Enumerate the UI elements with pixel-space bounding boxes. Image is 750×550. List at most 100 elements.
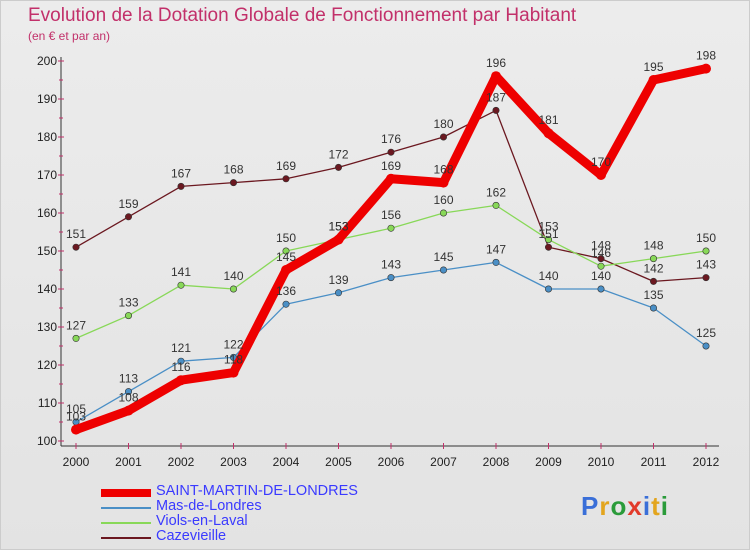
data-point-viols-en-laval <box>72 334 80 342</box>
data-label-cazevieille: 142 <box>643 261 663 275</box>
data-point-viols-en-laval <box>230 285 238 293</box>
x-tick-label: 2011 <box>641 455 667 469</box>
data-point-viols-en-laval <box>702 247 710 255</box>
series-line-saint-martin-de-londres <box>71 64 711 435</box>
data-point-mas-de-londres <box>177 357 185 365</box>
data-point-mas-de-londres <box>649 304 657 312</box>
data-label-mas-de-londres: 145 <box>433 250 453 264</box>
data-label-viols-en-laval: 162 <box>486 185 506 199</box>
data-point-mas-de-londres <box>387 274 395 282</box>
y-tick-label: 120 <box>37 358 57 372</box>
data-label-viols-en-laval: 148 <box>643 239 663 253</box>
data-point-viols-en-laval <box>282 247 290 255</box>
y-tick-label: 130 <box>37 320 57 334</box>
legend-label-saint-martin: SAINT-MARTIN-DE-LONDRES <box>156 483 358 499</box>
logo-letter: x <box>627 491 643 521</box>
chart-subtitle: (en € et par an) <box>28 29 111 43</box>
logo-letter: i <box>660 491 669 521</box>
data-label-mas-de-londres: 136 <box>276 284 296 298</box>
data-point-viols-en-laval <box>649 255 657 263</box>
data-point-mas-de-londres <box>125 388 133 396</box>
data-point-saint-martin-de-londres <box>176 375 186 386</box>
y-tick-label: 160 <box>37 206 57 220</box>
data-point-saint-martin-de-londres <box>333 234 344 245</box>
logo-letter: o <box>610 491 628 521</box>
legend-swatch-viols-en-laval <box>101 522 151 524</box>
data-label-cazevieille: 159 <box>118 197 138 211</box>
data-point-cazevieille <box>177 182 185 190</box>
data-point-mas-de-londres <box>334 289 342 297</box>
data-label-viols-en-laval: 156 <box>381 208 401 222</box>
data-label-mas-de-londres: 105 <box>66 402 86 416</box>
data-label-viols-en-laval: 146 <box>591 246 611 260</box>
legend-swatch-saint-martin <box>101 489 151 497</box>
axes: 100 110 120 130 140 150 160 170 180 190 200 2000 200… <box>37 54 720 469</box>
data-label-mas-de-londres: 135 <box>643 288 663 302</box>
data-point-mas-de-londres <box>544 285 552 293</box>
data-label-cazevieille: 168 <box>223 163 243 177</box>
data-point-saint-martin-de-londres <box>438 177 449 188</box>
x-tick-label: 2008 <box>483 455 510 469</box>
data-label-saint-martin-de-londres: 181 <box>538 113 558 127</box>
data-label-cazevieille: 176 <box>381 132 401 146</box>
data-label-cazevieille: 148 <box>591 239 611 253</box>
legend-item-mas-de-londres: Mas-de-Londres <box>101 498 431 515</box>
data-label-mas-de-londres: 139 <box>328 273 348 287</box>
data-label-saint-martin-de-londres: 195 <box>643 60 663 74</box>
y-tick-label: 200 <box>37 54 57 68</box>
data-point-mas-de-londres <box>597 285 605 293</box>
data-label-saint-martin-de-londres: 168 <box>433 163 453 177</box>
data-label-viols-en-laval: 141 <box>171 265 191 279</box>
x-tick-label: 2001 <box>115 455 142 469</box>
y-tick-label: 170 <box>37 168 57 182</box>
data-point-saint-martin-de-londres <box>281 265 291 275</box>
data-label-cazevieille: 172 <box>328 147 348 161</box>
data-label-saint-martin-de-londres: 198 <box>696 49 716 63</box>
data-label-saint-martin-de-londres: 196 <box>486 56 506 70</box>
data-point-cazevieille <box>387 148 395 156</box>
data-point-saint-martin-de-londres <box>386 173 396 184</box>
data-label-viols-en-laval: 140 <box>223 269 243 283</box>
data-label-saint-martin-de-londres: 153 <box>328 220 348 234</box>
data-label-viols-en-laval: 150 <box>696 231 716 245</box>
data-point-cazevieille <box>125 213 133 221</box>
x-tick-label: 2002 <box>168 455 195 469</box>
data-label-mas-de-londres: 122 <box>223 337 243 351</box>
data-point-viols-en-laval <box>177 281 185 289</box>
data-label-cazevieille: 151 <box>66 227 86 241</box>
x-tick-label: 2000 <box>63 455 90 469</box>
data-point-viols-en-laval <box>492 201 500 209</box>
x-tick-label: 2004 <box>273 455 300 469</box>
data-label-viols-en-laval: 150 <box>276 231 296 245</box>
data-label-mas-de-londres: 143 <box>381 258 401 272</box>
data-label-cazevieille: 143 <box>696 258 716 272</box>
data-label-viols-en-laval: 153 <box>538 220 558 234</box>
x-tick-label: 2006 <box>378 455 405 469</box>
data-label-viols-en-laval: 160 <box>433 193 453 207</box>
data-point-saint-martin-de-londres <box>228 367 239 378</box>
data-point-saint-martin-de-londres <box>71 424 81 435</box>
x-tick-label: 2007 <box>430 455 457 469</box>
legend: SAINT-MARTIN-DE-LONDRES Mas-de-Londres V… <box>101 483 431 545</box>
data-label-cazevieille: 169 <box>276 159 296 173</box>
data-label-mas-de-londres: 121 <box>171 341 191 355</box>
x-tick-label: 2003 <box>220 455 247 469</box>
data-point-cazevieille <box>282 175 290 183</box>
data-point-mas-de-londres <box>439 266 447 274</box>
data-label-mas-de-londres: 113 <box>119 372 138 386</box>
data-label-saint-martin-de-londres: 116 <box>171 360 190 374</box>
data-label-cazevieille: 180 <box>433 117 453 131</box>
data-point-cazevieille <box>544 243 552 251</box>
x-tick-label: 2005 <box>325 455 352 469</box>
data-label-saint-martin-de-londres: 118 <box>224 353 243 367</box>
logo-letter: t <box>651 491 661 521</box>
proxiti-logo: Proxiti <box>581 491 669 522</box>
legend-item-saint-martin: SAINT-MARTIN-DE-LONDRES <box>101 483 431 500</box>
legend-label-viols-en-laval: Viols-en-Laval <box>156 513 248 529</box>
data-point-mas-de-londres <box>702 342 710 350</box>
data-point-viols-en-laval <box>439 209 447 217</box>
data-label-viols-en-laval: 153 <box>328 220 348 234</box>
y-tick-label: 100 <box>37 434 57 448</box>
data-label-mas-de-londres: 140 <box>591 269 611 283</box>
